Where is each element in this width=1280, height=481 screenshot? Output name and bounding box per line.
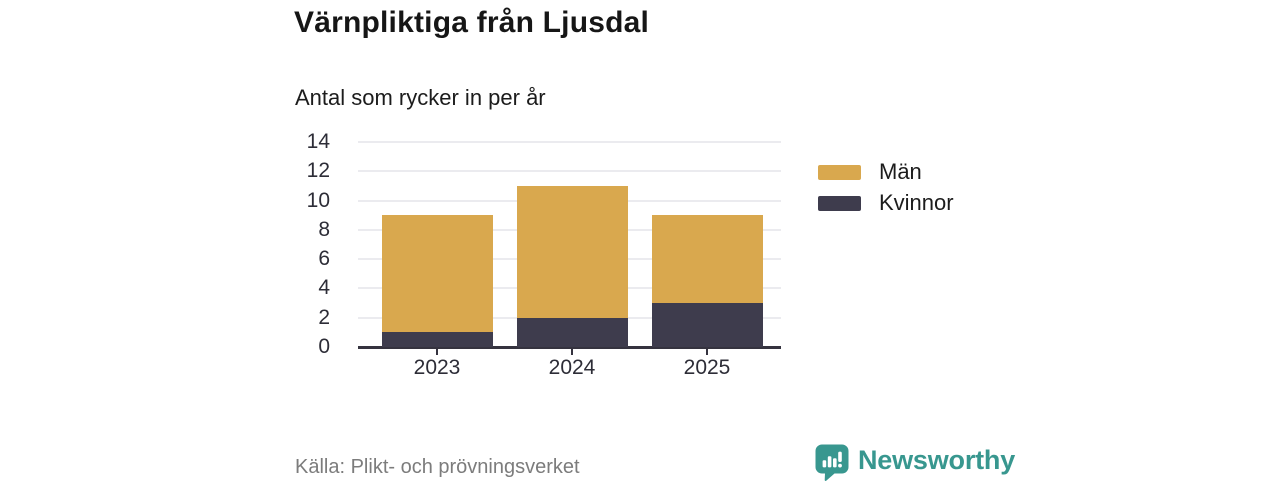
brand-name: Newsworthy (858, 445, 1016, 475)
newsworthy-logo-icon (815, 444, 849, 481)
legend-swatch-män (818, 164, 861, 180)
legend-item-män: Män (818, 159, 954, 184)
legend: Män Kvinnor (818, 159, 954, 222)
bar-segment-kvinnor-2024 (516, 317, 628, 347)
bar-segment-kvinnor-2025 (651, 303, 763, 347)
x-tick-2023 (436, 347, 438, 355)
y-tick-label: 6 (318, 247, 330, 271)
x-axis-line (358, 346, 781, 349)
legend-label: Kvinnor (879, 190, 954, 215)
gridline-y-14 (358, 141, 781, 143)
brand-logo: Newsworthy (814, 443, 1015, 481)
y-tick-label: 14 (306, 130, 330, 153)
legend-swatch-kvinnor (818, 195, 861, 211)
chart-subtitle: Antal som rycker in per år (295, 85, 546, 110)
bar-segment-män-2023 (381, 215, 493, 333)
x-tick-2024 (571, 347, 573, 355)
source-attribution: Källa: Plikt- och prövningsverket (295, 456, 580, 478)
plot-area: 2023 2024 2025 (358, 141, 781, 379)
x-tick-2025 (706, 347, 708, 355)
y-tick-label: 8 (318, 217, 330, 241)
legend-label: Män (879, 159, 922, 184)
legend-item-kvinnor: Kvinnor (818, 190, 954, 215)
x-tick-label-2025: 2025 (683, 356, 731, 379)
x-tick-label-2024: 2024 (548, 356, 596, 379)
bar-segment-män-2024 (516, 185, 628, 318)
y-tick-label: 12 (306, 159, 330, 183)
y-axis: 0 2 4 6 8 10 12 14 (296, 130, 344, 358)
bar-segment-män-2025 (651, 215, 763, 304)
gridline-y-12 (358, 170, 781, 173)
page-title: Värnpliktiga från Ljusdal (294, 6, 650, 39)
bar-segment-kvinnor-2023 (381, 332, 493, 347)
x-tick-label-2023: 2023 (413, 356, 461, 379)
y-tick-label: 0 (318, 335, 330, 358)
y-tick-label: 4 (318, 276, 330, 300)
y-tick-label: 2 (318, 305, 330, 329)
y-tick-label: 10 (306, 188, 330, 212)
